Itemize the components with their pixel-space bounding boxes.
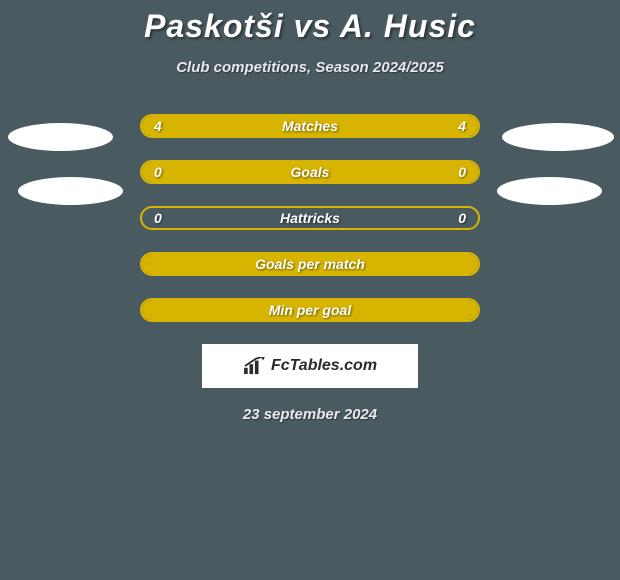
stat-row: 0 Goals 0 xyxy=(140,160,480,184)
stat-fill-left xyxy=(142,162,310,182)
page-subtitle: Club competitions, Season 2024/2025 xyxy=(0,59,620,76)
stat-label: Goals per match xyxy=(255,256,365,272)
stat-row: Goals per match xyxy=(140,252,480,276)
brand-box: FcTables.com xyxy=(202,344,418,388)
decorative-ellipse xyxy=(8,123,113,151)
decorative-ellipse xyxy=(18,177,123,205)
stat-value-right: 0 xyxy=(458,164,466,180)
stat-value-right: 4 xyxy=(458,118,466,134)
stat-row: Min per goal xyxy=(140,298,480,322)
brand-text: FcTables.com xyxy=(271,357,377,375)
page-title: Paskotši vs A. Husic xyxy=(0,8,620,45)
stat-value-right: 0 xyxy=(458,210,466,226)
stat-value-left: 4 xyxy=(154,118,162,134)
comparison-card: Paskotši vs A. Husic Club competitions, … xyxy=(0,0,620,423)
stat-row: 0 Hattricks 0 xyxy=(140,206,480,230)
stat-value-left: 0 xyxy=(154,164,162,180)
stat-row: 4 Matches 4 xyxy=(140,114,480,138)
stat-label: Matches xyxy=(282,118,338,134)
stat-label: Hattricks xyxy=(280,210,340,226)
date-label: 23 september 2024 xyxy=(0,406,620,423)
decorative-ellipse xyxy=(502,123,614,151)
stat-label: Min per goal xyxy=(269,302,351,318)
stat-label: Goals xyxy=(291,164,330,180)
stat-fill-right xyxy=(310,162,478,182)
chart-icon xyxy=(243,357,265,375)
decorative-ellipse xyxy=(497,177,602,205)
stat-value-left: 0 xyxy=(154,210,162,226)
